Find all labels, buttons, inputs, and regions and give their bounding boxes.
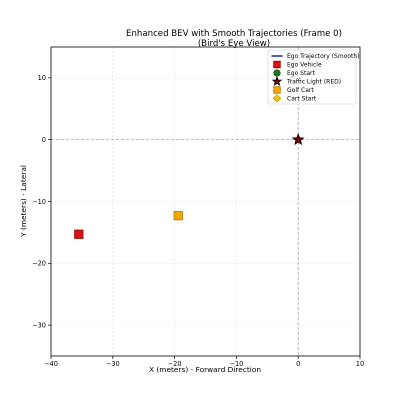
legend-ego-start-swatch	[274, 70, 281, 77]
x-tick-label: 0	[296, 360, 300, 368]
legend-label: Traffic Light (RED)	[286, 79, 341, 86]
legend-label: Cart Start	[287, 96, 317, 103]
ego-vehicle-marker	[75, 230, 83, 238]
x-tick-label: −40	[44, 360, 58, 368]
y-tick-label: 10	[38, 74, 46, 82]
legend-label: Golf Cart	[287, 87, 314, 94]
legend-item: Golf Cart	[274, 87, 315, 94]
chart-subtitle: (Bird's Eye View)	[198, 39, 270, 49]
y-tick-label: −30	[32, 321, 46, 329]
y-axis-label: Y (meters) - Lateral	[19, 165, 28, 238]
x-tick-label: 10	[356, 360, 364, 368]
legend-golf-cart-swatch	[274, 87, 281, 94]
x-axis-label: X (meters) - Forward Direction	[149, 365, 261, 374]
x-tick-label: −30	[106, 360, 120, 368]
y-tick-label: −20	[32, 260, 46, 268]
data-marks	[75, 134, 304, 238]
legend-ego-vehicle-swatch	[274, 61, 281, 68]
y-tick-label: 0	[42, 136, 46, 144]
golf-cart-marker	[174, 212, 182, 220]
chart-title: Enhanced BEV with Smooth Trajectories (F…	[126, 29, 342, 39]
legend-label: Ego Trajectory (Smooth)	[287, 53, 360, 60]
y-tick-label: −10	[32, 198, 46, 206]
y-axis-ticks: −30 −20 −10 0 10	[32, 74, 51, 329]
legend-label: Ego Vehicle	[287, 62, 322, 69]
legend-label: Ego Start	[287, 70, 315, 77]
